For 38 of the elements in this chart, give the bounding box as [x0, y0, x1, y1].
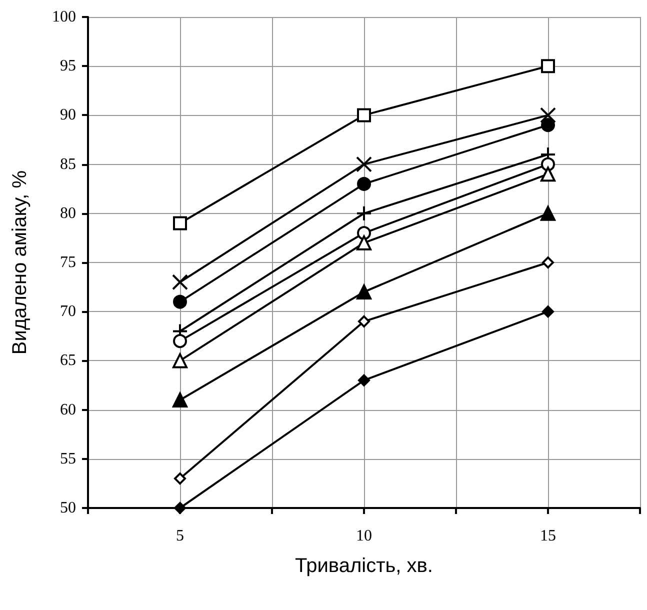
point: [541, 118, 555, 132]
point: [540, 206, 556, 221]
y-tick-label: 85: [60, 156, 76, 173]
point: [173, 294, 187, 309]
x-tick-label: 10: [356, 528, 372, 544]
point: [174, 472, 186, 485]
point: [542, 256, 554, 268]
point: [172, 353, 188, 368]
point: [173, 216, 187, 230]
point: [356, 284, 372, 300]
point: [357, 176, 371, 191]
point: [356, 235, 372, 250]
y-tick-label: 100: [52, 8, 76, 26]
point: [540, 166, 556, 182]
y-tick-label: 90: [60, 106, 76, 124]
y-tick-label: 80: [60, 204, 76, 222]
y-tick-label: 50: [60, 500, 76, 516]
y-tick-label: 55: [60, 450, 76, 468]
x-tick-label: 15: [540, 528, 556, 544]
y-tick-label: 95: [60, 58, 76, 75]
point: [542, 306, 554, 318]
point: [541, 59, 555, 74]
y-tick-label: 75: [60, 254, 76, 271]
x-tick-label: 5: [176, 528, 184, 544]
point: [358, 315, 370, 328]
point: [356, 156, 372, 172]
y-axis-title: Видалено аміаку, %: [9, 170, 31, 355]
x-axis-title: Тривалість, хв.: [295, 555, 433, 577]
y-tick-label: 60: [60, 401, 76, 418]
point: [358, 374, 370, 386]
y-tick-label: 65: [60, 352, 76, 370]
point: [172, 274, 188, 290]
point: [540, 107, 556, 124]
point: [356, 205, 372, 222]
point: [357, 108, 371, 122]
point: [172, 392, 188, 408]
y-tick-label: 70: [60, 303, 76, 320]
point: [173, 334, 187, 348]
